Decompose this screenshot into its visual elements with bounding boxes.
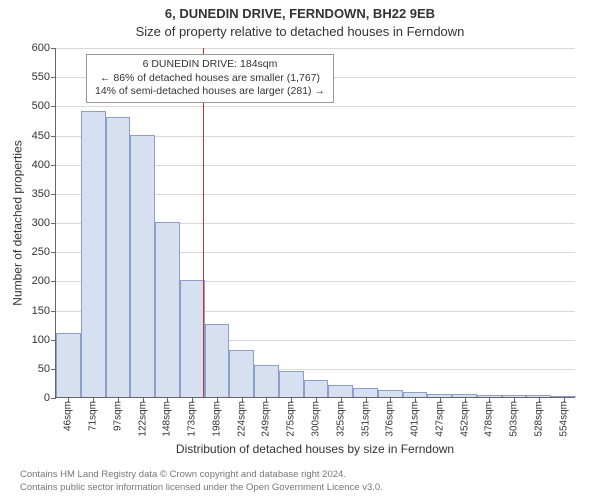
- y-tick-mark: [51, 194, 56, 195]
- x-tick-label: 503sqm: [509, 401, 520, 437]
- x-tick-label: 325sqm: [335, 401, 346, 437]
- grid-line: [56, 48, 575, 49]
- y-tick-mark: [51, 252, 56, 253]
- y-tick-label: 300: [32, 217, 50, 229]
- x-tick-label: 71sqm: [88, 401, 99, 431]
- annotation-box: 6 DUNEDIN DRIVE: 184sqm← 86% of detached…: [86, 54, 334, 103]
- x-axis-title: Distribution of detached houses by size …: [55, 442, 575, 456]
- x-tick-label: 554sqm: [558, 401, 569, 437]
- x-tick-label: 478sqm: [484, 401, 495, 437]
- x-tick-label: 148sqm: [162, 401, 173, 437]
- y-tick-label: 600: [32, 42, 50, 54]
- x-tick-label: 122sqm: [137, 401, 148, 437]
- chart-title-main: 6, DUNEDIN DRIVE, FERNDOWN, BH22 9EB: [0, 6, 600, 21]
- histogram-bar: [180, 280, 205, 397]
- x-tick-label: 198sqm: [211, 401, 222, 437]
- chart-title-sub: Size of property relative to detached ho…: [0, 24, 600, 39]
- y-tick-mark: [51, 281, 56, 282]
- y-tick-label: 550: [32, 71, 50, 83]
- x-tick-label: 376sqm: [385, 401, 396, 437]
- x-tick-label: 401sqm: [410, 401, 421, 437]
- x-tick-label: 46sqm: [63, 401, 74, 431]
- y-tick-label: 200: [32, 275, 50, 287]
- histogram-bar: [304, 380, 329, 398]
- x-tick-label: 97sqm: [112, 401, 123, 431]
- y-axis-title: Number of detached properties: [10, 48, 25, 398]
- footer-line-1: Contains HM Land Registry data © Crown c…: [20, 469, 383, 481]
- y-tick-mark: [51, 77, 56, 78]
- y-tick-mark: [51, 398, 56, 399]
- histogram-bar: [229, 350, 254, 397]
- histogram-bar: [56, 333, 81, 397]
- y-tick-label: 0: [44, 392, 50, 404]
- x-tick-label: 452sqm: [459, 401, 470, 437]
- y-tick-mark: [51, 106, 56, 107]
- annotation-line: 6 DUNEDIN DRIVE: 184sqm: [95, 58, 325, 72]
- x-tick-label: 275sqm: [286, 401, 297, 437]
- x-tick-label: 351sqm: [360, 401, 371, 437]
- x-tick-label: 249sqm: [261, 401, 272, 437]
- y-tick-label: 350: [32, 188, 50, 200]
- y-tick-label: 500: [32, 100, 50, 112]
- y-tick-label: 450: [32, 130, 50, 142]
- annotation-line: 14% of semi-detached houses are larger (…: [95, 85, 325, 99]
- histogram-bar: [279, 371, 304, 397]
- histogram-bar: [378, 390, 403, 397]
- footer-line-2: Contains public sector information licen…: [20, 482, 383, 494]
- x-tick-label: 528sqm: [533, 401, 544, 437]
- y-tick-label: 250: [32, 246, 50, 258]
- y-tick-mark: [51, 48, 56, 49]
- y-tick-label: 150: [32, 305, 50, 317]
- grid-line: [56, 106, 575, 107]
- y-tick-label: 400: [32, 159, 50, 171]
- y-tick-mark: [51, 136, 56, 137]
- plot-area: 05010015020025030035040045050055060046sq…: [55, 48, 575, 398]
- histogram-bar: [353, 388, 378, 397]
- histogram-bar: [254, 365, 279, 397]
- y-tick-mark: [51, 223, 56, 224]
- histogram-bar: [155, 222, 180, 397]
- y-tick-mark: [51, 311, 56, 312]
- footer-note: Contains HM Land Registry data © Crown c…: [20, 469, 383, 494]
- y-tick-label: 50: [38, 363, 50, 375]
- y-tick-label: 100: [32, 334, 50, 346]
- histogram-bar: [81, 111, 106, 397]
- y-tick-mark: [51, 165, 56, 166]
- histogram-bar: [106, 117, 131, 397]
- annotation-line: ← 86% of detached houses are smaller (1,…: [95, 72, 325, 86]
- histogram-bar: [205, 324, 230, 397]
- histogram-bar: [130, 135, 155, 398]
- histogram-bar: [328, 385, 353, 397]
- x-tick-label: 427sqm: [434, 401, 445, 437]
- x-tick-label: 224sqm: [236, 401, 247, 437]
- x-tick-label: 300sqm: [311, 401, 322, 437]
- chart-container: 6, DUNEDIN DRIVE, FERNDOWN, BH22 9EB Siz…: [0, 0, 600, 500]
- x-tick-label: 173sqm: [187, 401, 198, 437]
